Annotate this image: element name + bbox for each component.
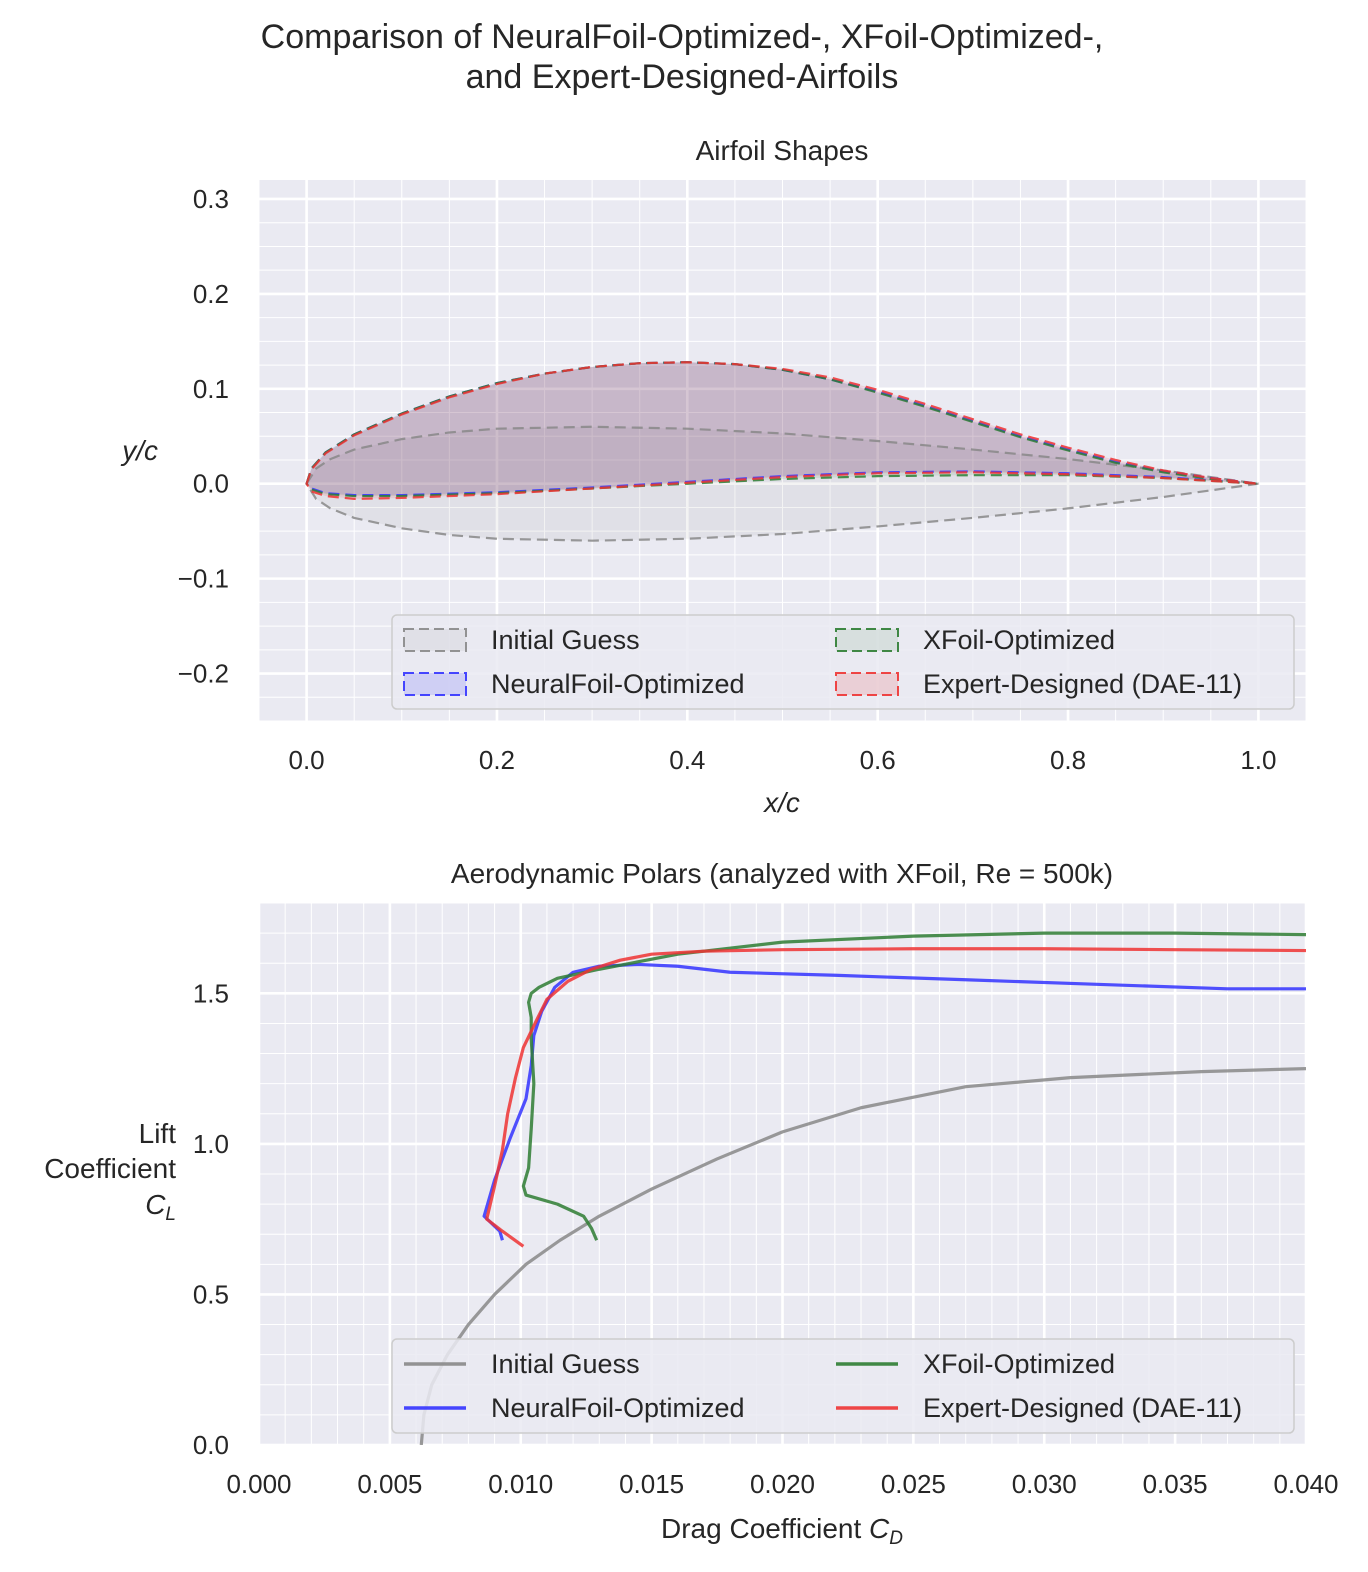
airfoil-fill-expert-designed-dae-11 xyxy=(306,362,1259,499)
airfoil-y-tick-label: −0.1 xyxy=(178,564,229,594)
polars-x-tick-label: 0.000 xyxy=(226,1469,291,1499)
airfoil-legend-frame xyxy=(391,614,1295,710)
polars-legend-label: Expert-Designed (DAE-11) xyxy=(923,1393,1242,1423)
polars-y-tick-label: 0.0 xyxy=(193,1430,229,1460)
airfoil-shapes-axes: 0.0 0.2 0.4 0.6 0.8 1.0 −0.2 −0.1 0.0 0.1 0.2 0.3 A… xyxy=(120,135,1307,818)
polar-line-expert-designed-dae-11 xyxy=(485,947,1306,1248)
polars-axes: 0.000 0.005 0.010 0.015 0.020 0.025 0.030 0.035… xyxy=(44,858,1338,1549)
airfoil-fill-xfoil-optimized xyxy=(306,362,1259,497)
airfoil-x-tick-label: 0.6 xyxy=(860,745,896,775)
airfoil-shape-outlines xyxy=(305,361,1259,542)
polars-legend-item-neuralfoil-optimized: NeuralFoil-Optimized xyxy=(404,1393,745,1423)
airfoil-legend-swatch xyxy=(403,628,467,652)
airfoil-outline-initial-guess xyxy=(305,425,1259,542)
airfoil-x-tick-label: 1.0 xyxy=(1240,745,1276,775)
polars-legend-label: XFoil-Optimized xyxy=(923,1349,1115,1379)
airfoil-x-tick-label: 0.2 xyxy=(479,745,515,775)
polars-y-tick-label: 1.5 xyxy=(193,978,229,1008)
airfoil-fill-neuralfoil-optimized xyxy=(306,362,1259,496)
airfoil-y-tick-label: 0.2 xyxy=(193,279,229,309)
polars-x-tick-label: 0.040 xyxy=(1273,1469,1338,1499)
polars-y-tick-label: 0.5 xyxy=(193,1279,229,1309)
polars-x-tick-label: 0.005 xyxy=(357,1469,422,1499)
airfoil-legend: Initial Guess NeuralFoil-Optimized XFoil-O… xyxy=(391,614,1295,710)
airfoil-y-tick-label: 0.1 xyxy=(193,374,229,404)
airfoil-legend-item-xfoil-optimized: XFoil-Optimized xyxy=(835,625,1115,655)
polars-x-axis-label: Drag Coefficient CD xyxy=(661,1513,903,1549)
airfoil-legend-swatch xyxy=(835,628,899,652)
figure-title-line2: and Expert-Designed-Airfoils xyxy=(466,58,899,96)
airfoil-legend-item-neuralfoil-optimized: NeuralFoil-Optimized xyxy=(403,669,745,699)
polars-y-axis-label-line2: Coefficient xyxy=(44,1153,176,1184)
airfoil-legend-label: XFoil-Optimized xyxy=(923,625,1115,655)
airfoil-plot-title: Airfoil Shapes xyxy=(696,135,869,166)
polars-y-tick-label: 1.0 xyxy=(193,1129,229,1159)
polars-legend-item-expert-designed-dae-11: Expert-Designed (DAE-11) xyxy=(836,1393,1242,1423)
airfoil-legend-swatch xyxy=(403,672,467,696)
airfoil-tick-labels: 0.0 0.2 0.4 0.6 0.8 1.0 −0.2 −0.1 0.0 0.1 0.2 0.3 xyxy=(178,184,1277,775)
airfoil-x-axis-label: x/c xyxy=(762,787,800,818)
polars-legend: Initial Guess NeuralFoil-Optimized XFoil-O… xyxy=(391,1338,1295,1434)
polars-legend-item-xfoil-optimized: XFoil-Optimized xyxy=(836,1349,1115,1379)
airfoil-legend-label: NeuralFoil-Optimized xyxy=(491,669,745,699)
figure-title-line1: Comparison of NeuralFoil-Optimized-, XFo… xyxy=(261,18,1104,56)
polars-y-axis-label-line3: CL xyxy=(145,1189,176,1225)
polars-x-tick-label: 0.030 xyxy=(1012,1469,1077,1499)
airfoil-legend-swatch xyxy=(835,672,899,696)
airfoil-x-tick-label: 0.4 xyxy=(669,745,705,775)
polar-line-xfoil-optimized xyxy=(521,931,1306,1241)
airfoil-shape-fills xyxy=(306,362,1259,541)
polars-plot-title: Aerodynamic Polars (analyzed with XFoil,… xyxy=(451,858,1113,889)
polars-tick-labels: 0.000 0.005 0.010 0.015 0.020 0.025 0.030 0.035… xyxy=(193,978,1339,1499)
airfoil-y-tick-label: −0.2 xyxy=(178,659,229,689)
airfoil-x-tick-label: 0.8 xyxy=(1050,745,1086,775)
polars-x-tick-label: 0.015 xyxy=(619,1469,684,1499)
polars-x-tick-label: 0.010 xyxy=(488,1469,553,1499)
polars-x-tick-label: 0.035 xyxy=(1143,1469,1208,1499)
polars-y-axis-label-line1: Lift xyxy=(139,1118,177,1149)
airfoil-legend-label: Expert-Designed (DAE-11) xyxy=(923,669,1242,699)
airfoil-x-tick-label: 0.0 xyxy=(289,745,325,775)
polars-legend-label: NeuralFoil-Optimized xyxy=(491,1393,745,1423)
airfoil-legend-item-expert-designed-dae-11: Expert-Designed (DAE-11) xyxy=(835,669,1242,699)
airfoil-y-tick-label: 0.0 xyxy=(193,469,229,499)
polars-legend-item-initial-guess: Initial Guess xyxy=(404,1349,640,1379)
airfoil-y-axis-label: y/c xyxy=(120,435,158,466)
airfoil-legend-label: Initial Guess xyxy=(491,625,640,655)
polars-legend-label: Initial Guess xyxy=(491,1349,640,1379)
polars-series-lines xyxy=(419,931,1306,1445)
airfoil-y-tick-label: 0.3 xyxy=(193,184,229,214)
airfoil-legend-item-initial-guess: Initial Guess xyxy=(403,625,640,655)
polars-x-tick-label: 0.025 xyxy=(881,1469,946,1499)
polars-legend-frame xyxy=(391,1338,1295,1434)
polars-x-tick-label: 0.020 xyxy=(750,1469,815,1499)
airfoil-outline-expert-designed-dae-11 xyxy=(305,361,1259,501)
